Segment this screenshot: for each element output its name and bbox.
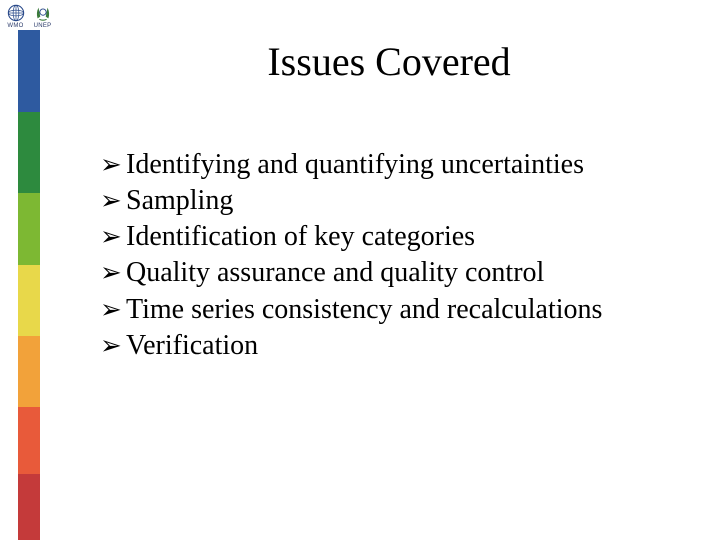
globe-icon xyxy=(7,4,25,22)
bullet-text: Verification xyxy=(126,329,680,363)
bullet-text: Quality assurance and quality control xyxy=(126,256,680,290)
list-item: ➢Time series consistency and recalculati… xyxy=(100,293,680,327)
wmo-logo: WMO xyxy=(4,4,28,29)
wreath-icon xyxy=(34,4,52,22)
stripe-segment xyxy=(18,407,40,473)
list-item: ➢Quality assurance and quality control xyxy=(100,256,680,290)
bullet-arrow-icon: ➢ xyxy=(100,293,126,327)
unep-logo: UNEP xyxy=(31,4,55,29)
stripe-segment xyxy=(18,30,40,112)
list-item: ➢Verification xyxy=(100,329,680,363)
stripe-segment xyxy=(18,265,40,336)
stripe-segment xyxy=(18,112,40,194)
logo-row: WMO UNEP xyxy=(0,0,58,30)
bullet-arrow-icon: ➢ xyxy=(100,329,126,363)
bullet-arrow-icon: ➢ xyxy=(100,148,126,182)
bullet-arrow-icon: ➢ xyxy=(100,184,126,218)
list-item: ➢Identifying and quantifying uncertainti… xyxy=(100,148,680,182)
page-title: Issues Covered xyxy=(58,38,720,85)
bullet-arrow-icon: ➢ xyxy=(100,256,126,290)
stripe-segment xyxy=(18,474,40,540)
list-item: ➢Identification of key categories xyxy=(100,220,680,254)
bullet-text: Identification of key categories xyxy=(126,220,680,254)
stripe-segment xyxy=(18,336,40,407)
bullet-text: Identifying and quantifying uncertaintie… xyxy=(126,148,680,182)
bullet-text: Sampling xyxy=(126,184,680,218)
unep-caption: UNEP xyxy=(34,23,52,29)
wmo-caption: WMO xyxy=(7,23,23,29)
sidebar: WMO UNEP xyxy=(0,0,58,540)
bullet-list: ➢Identifying and quantifying uncertainti… xyxy=(100,148,680,365)
bullet-arrow-icon: ➢ xyxy=(100,220,126,254)
stripe-segment xyxy=(18,193,40,264)
bullet-text: Time series consistency and recalculatio… xyxy=(126,293,680,327)
slide-content: Issues Covered ➢Identifying and quantify… xyxy=(58,0,720,540)
list-item: ➢Sampling xyxy=(100,184,680,218)
color-stripe xyxy=(18,30,40,540)
